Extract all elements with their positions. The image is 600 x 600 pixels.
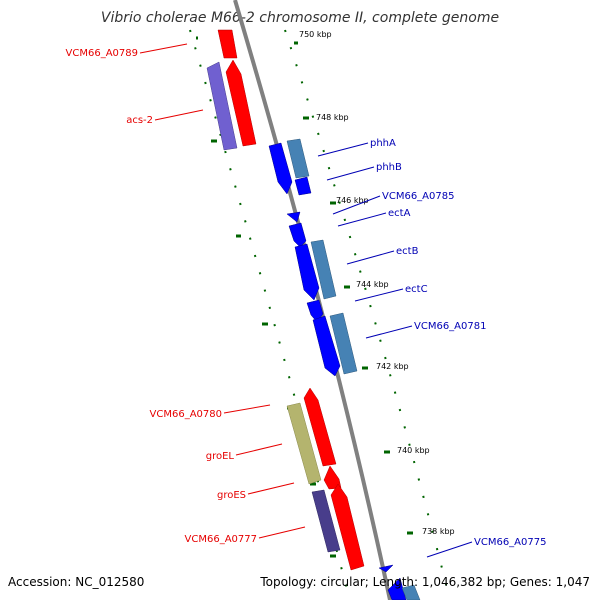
leader-line (337, 212, 387, 227)
tick-label: 738 kbp (422, 527, 455, 536)
gene-phhB[interactable] (294, 176, 312, 196)
cds-phhA[interactable] (286, 138, 310, 179)
gene-label: VCM66_A0780 (150, 409, 222, 420)
tick-label: 746 kbp (336, 196, 369, 205)
gene-label: phhA (370, 138, 396, 149)
reverse-features (268, 138, 421, 600)
gene-label: acs-2 (126, 115, 153, 126)
tick-label: 750 kbp (299, 30, 332, 39)
leader-line (426, 541, 473, 558)
leader-line (247, 482, 295, 495)
leader-line (139, 43, 188, 54)
cds-acs-2[interactable] (206, 61, 238, 151)
leader-line (317, 142, 369, 157)
gene-label: phhB (376, 162, 402, 173)
cds-VCM66_A0781[interactable] (329, 312, 358, 375)
gene-label: ectC (405, 284, 428, 295)
gene-label: VCM66_A0781 (414, 321, 486, 332)
forward-features (206, 29, 365, 571)
gene-phhA[interactable] (268, 142, 293, 195)
tick-label: 748 kbp (316, 113, 349, 122)
tick-label: 744 kbp (356, 280, 389, 289)
chromosome-backbone (233, 0, 392, 600)
summary-text: Topology: circular; Length: 1,046,382 bp… (259, 575, 590, 589)
leader-line (235, 443, 283, 456)
leader-line (258, 526, 306, 539)
gene-ectA[interactable] (288, 222, 307, 248)
cds-ectB[interactable] (310, 239, 337, 300)
leader-line (346, 250, 395, 265)
gene-label: groES (217, 490, 246, 501)
gene-groES[interactable] (323, 465, 342, 490)
gene-VCM66_A0775[interactable] (378, 564, 394, 573)
gene-partial[interactable] (387, 577, 407, 600)
gene-label: groEL (206, 451, 235, 462)
gene-acs-2[interactable] (225, 59, 257, 147)
gene-VCM66_A0780[interactable] (303, 387, 337, 467)
leader-line (354, 288, 404, 302)
gene-VCM66_A0777[interactable] (330, 483, 365, 571)
map-title: Vibrio cholerae M66-2 chromosome II, com… (101, 10, 499, 26)
gene-label: ectA (388, 208, 411, 219)
gene-label: VCM66_A0785 (382, 191, 454, 202)
gene-VCM66_A0789[interactable] (217, 29, 238, 59)
gene-ectB[interactable] (294, 243, 320, 301)
leader-line (365, 325, 413, 339)
leader-line (326, 166, 375, 181)
tick-label: 742 kbp (376, 362, 409, 371)
gene-VCM66_A0781[interactable] (312, 315, 341, 377)
tick-label: 740 kbp (397, 446, 430, 455)
gene-label: VCM66_A0777 (185, 534, 257, 545)
gene-VCM66_A0785[interactable] (286, 211, 301, 223)
label-leaders (139, 43, 473, 558)
leader-line (154, 109, 204, 121)
leader-line (223, 404, 271, 414)
cds-VCM66_A0777[interactable] (311, 489, 341, 553)
outer-tick-ring (284, 29, 451, 600)
accession-text: Accession: NC_012580 (8, 575, 144, 589)
gene-label: VCM66_A0775 (474, 537, 546, 548)
gene-label: VCM66_A0789 (66, 48, 138, 59)
leader-line (332, 195, 381, 215)
cds-partial[interactable] (401, 584, 421, 600)
gene-label: ectB (396, 246, 419, 257)
cds-groEL[interactable] (286, 402, 322, 485)
